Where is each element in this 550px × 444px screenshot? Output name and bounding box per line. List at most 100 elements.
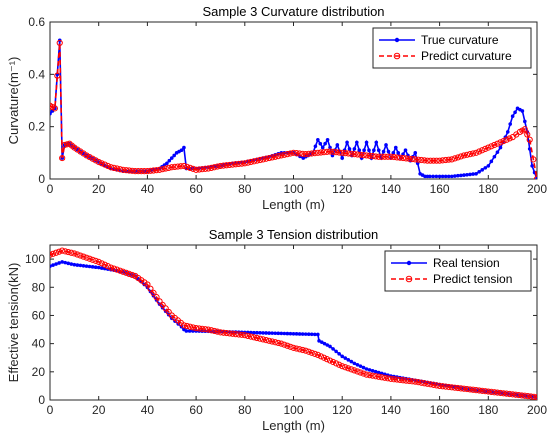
series-marker [275,339,282,347]
series-marker [463,385,471,393]
series-marker [320,354,328,361]
series-marker [311,150,318,157]
series-marker [457,385,465,392]
series-marker [226,330,233,337]
series-marker [509,391,516,398]
series-marker [101,161,108,168]
series-marker [333,360,340,367]
series-marker [63,260,68,265]
series-marker [275,153,282,160]
series-marker [267,331,271,335]
series-marker [381,153,388,160]
series-marker [393,145,398,150]
series-marker [485,144,492,151]
series-marker [89,155,96,162]
series-marker [433,382,440,389]
series-marker [401,152,405,156]
series-marker [235,160,242,168]
x-axis-label: Length (m) [262,197,325,212]
legend-marker [406,260,412,266]
series-marker [533,394,537,400]
series-marker [424,380,431,387]
series-marker [468,172,472,177]
series-marker [284,151,291,158]
series-marker [259,336,267,343]
series-marker [448,156,455,163]
series-marker [437,174,442,179]
series-marker [381,374,388,381]
series-marker [107,264,114,271]
series-marker [71,144,78,151]
legend: Real tension Predict tension [384,250,532,292]
series-marker [396,376,404,384]
series-marker [384,375,391,382]
series-marker [436,382,443,390]
series-marker [391,151,396,155]
series-marker [428,174,432,179]
series-marker [314,351,321,359]
series-marker [358,364,363,368]
series-marker [165,161,169,166]
series-marker [252,330,256,335]
series-marker [409,155,416,163]
series-marker [129,167,136,174]
series-marker [346,358,351,362]
series-marker [255,330,259,335]
series-marker [518,392,525,399]
series-marker [375,153,382,160]
series-marker [357,369,364,376]
series-marker [497,139,504,146]
series-marker [165,164,172,171]
series-marker [364,367,369,371]
series-marker [325,137,330,142]
series-marker [482,388,489,395]
series-marker [431,174,435,179]
chart-title: Sample 3 Curvature distribution [202,4,384,19]
series-marker [229,161,236,168]
series-marker [320,145,325,150]
series-marker [498,145,503,150]
series-marker [208,164,215,171]
series-marker [270,331,274,335]
series-marker [329,358,337,366]
series-marker [530,164,534,168]
series-marker [512,391,519,398]
series-marker [281,151,288,158]
series-marker [285,331,290,336]
series-marker [294,332,299,336]
series-marker [51,263,55,267]
series-marker [249,330,253,335]
series-marker [360,152,367,159]
series-marker [390,153,398,161]
x-tick-label: 200 [527,182,547,196]
series-marker [480,168,485,172]
series-marker [379,371,384,376]
series-marker [409,378,416,385]
series-marker [162,165,169,172]
series-marker [308,150,315,157]
x-tick-label: 0 [47,403,54,417]
series-marker [403,377,410,384]
series-marker [122,269,130,276]
series-marker [535,177,537,179]
legend-marker [393,52,401,60]
series-marker [440,174,445,179]
series-marker [323,356,331,363]
series-marker [50,111,52,116]
series-marker [363,152,370,159]
series-marker [135,168,142,175]
series-marker [241,332,248,339]
series-marker [482,145,489,153]
series-marker [258,331,262,335]
series-marker [167,158,172,163]
series-marker [403,155,410,162]
series-marker [348,150,355,157]
series-marker [180,162,188,170]
series-marker [521,126,528,133]
legend-label: Predict tension [433,272,512,286]
series-marker [320,340,324,345]
series-marker [533,175,537,179]
series-marker [412,378,419,385]
series-marker [211,164,218,171]
series-marker [51,105,58,112]
